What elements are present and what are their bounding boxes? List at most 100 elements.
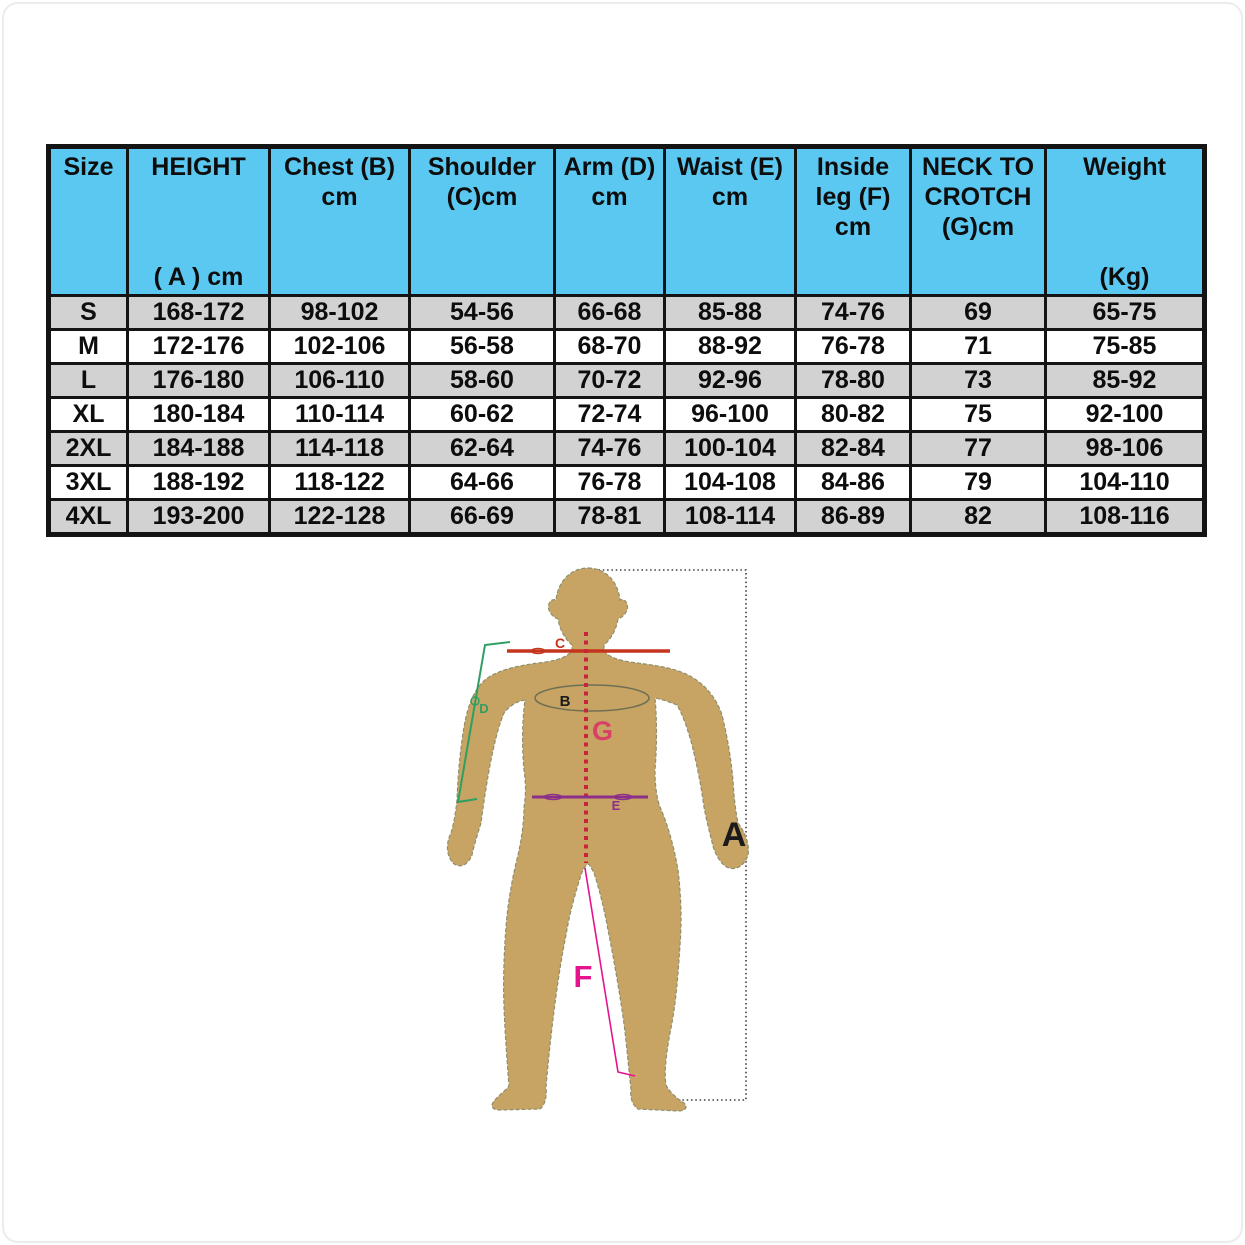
cell-arm: 76-78 [553, 464, 666, 501]
cell-height: 193-200 [126, 498, 271, 536]
size-row-L: L 176-180 106-110 58-60 70-72 92-96 78-80 73 85-… [47, 362, 1206, 399]
cell-size: M [47, 328, 129, 365]
cell-shoulder: 66-69 [408, 498, 556, 536]
col-header-top-label: HEIGHT [151, 153, 246, 181]
col-header-height: HEIGHT ( A ) cm [126, 145, 271, 297]
label-g: G [592, 716, 613, 746]
cell-chest: 122-128 [268, 498, 411, 536]
cell-inside_leg: 80-82 [794, 396, 912, 433]
cell-shoulder: 58-60 [408, 362, 556, 399]
cell-weight: 104-110 [1044, 464, 1206, 501]
cell-neck_to_crotch: 77 [909, 430, 1047, 467]
body-measurement-diagram: C D B G E F A [420, 555, 800, 1127]
col-header-chest: Chest (B) cm [268, 145, 411, 297]
cell-arm: 70-72 [553, 362, 666, 399]
cell-size: 4XL [47, 498, 129, 536]
cell-height: 172-176 [126, 328, 271, 365]
cell-arm: 72-74 [553, 396, 666, 433]
shoulder-c-marker [530, 647, 546, 655]
arm-d-line [456, 641, 511, 804]
col-header-top-label: Weight [1083, 153, 1166, 181]
cell-arm: 78-81 [553, 498, 666, 536]
cell-neck_to_crotch: 71 [909, 328, 1047, 365]
label-f: F [574, 959, 593, 994]
label-a: A [722, 816, 747, 854]
col-header-neck_to_crotch: NECK TO CROTCH (G)cm [909, 145, 1047, 297]
col-header-bottom-label: ( A ) cm [153, 263, 244, 291]
col-header-inside_leg: Inside leg (F) cm [794, 145, 912, 297]
cell-weight: 75-85 [1044, 328, 1206, 365]
waist-e-marker-left [543, 793, 563, 801]
cell-chest: 110-114 [268, 396, 411, 433]
cell-inside_leg: 74-76 [794, 294, 912, 331]
col-header-size: Size [47, 145, 129, 297]
cell-weight: 92-100 [1044, 396, 1206, 433]
cell-chest: 106-110 [268, 362, 411, 399]
chest-b-ellipse [534, 684, 650, 712]
cell-waist: 96-100 [663, 396, 797, 433]
cell-waist: 88-92 [663, 328, 797, 365]
cell-shoulder: 64-66 [408, 464, 556, 501]
cell-weight: 85-92 [1044, 362, 1206, 399]
size-row-XL: XL 180-184 110-114 60-62 72-74 96-100 80-82 75 9… [47, 396, 1206, 433]
col-header-top-label: Inside leg (F) cm [815, 153, 891, 241]
cell-waist: 85-88 [663, 294, 797, 331]
col-header-top-label: Waist (E) cm [676, 153, 784, 211]
cell-shoulder: 56-58 [408, 328, 556, 365]
col-header-arm: Arm (D) cm [553, 145, 666, 297]
cell-shoulder: 60-62 [408, 396, 556, 433]
cell-size: L [47, 362, 129, 399]
inside-leg-f-line [584, 867, 636, 1077]
col-header-top-label: Size [63, 153, 114, 181]
cell-size: S [47, 294, 129, 331]
cell-height: 180-184 [126, 396, 271, 433]
cell-chest: 102-106 [268, 328, 411, 365]
col-header-top-label: NECK TO CROTCH (G)cm [921, 153, 1035, 241]
size-row-2XL: 2XL 184-188 114-118 62-64 74-76 100-104 82-84 7… [47, 430, 1206, 467]
cell-neck_to_crotch: 69 [909, 294, 1047, 331]
cell-weight: 65-75 [1044, 294, 1206, 331]
cell-chest: 114-118 [268, 430, 411, 467]
col-header-bottom-label: (Kg) [1099, 263, 1150, 291]
cell-shoulder: 54-56 [408, 294, 556, 331]
col-header-top-label: Shoulder (C)cm [427, 153, 537, 211]
col-header-weight: Weight (Kg) [1044, 145, 1206, 297]
cell-height: 188-192 [126, 464, 271, 501]
body-silhouette [446, 567, 749, 1112]
cell-waist: 108-114 [663, 498, 797, 536]
cell-waist: 92-96 [663, 362, 797, 399]
table-header: Size HEIGHT ( A ) cm Chest (B) cm Shoulder (… [47, 145, 1206, 297]
cell-neck_to_crotch: 75 [909, 396, 1047, 433]
waist-e-marker-right [613, 793, 633, 801]
cell-size: 2XL [47, 430, 129, 467]
cell-neck_to_crotch: 82 [909, 498, 1047, 536]
size-row-S: S 168-172 98-102 54-56 66-68 85-88 74-76 69 65-7… [47, 294, 1206, 331]
cell-inside_leg: 86-89 [794, 498, 912, 536]
cell-chest: 98-102 [268, 294, 411, 331]
col-header-waist: Waist (E) cm [663, 145, 797, 297]
cell-arm: 74-76 [553, 430, 666, 467]
cell-inside_leg: 82-84 [794, 430, 912, 467]
cell-size: 3XL [47, 464, 129, 501]
cell-inside_leg: 84-86 [794, 464, 912, 501]
label-b: B [560, 693, 571, 710]
cell-size: XL [47, 396, 129, 433]
col-header-top-label: Chest (B) cm [283, 153, 396, 211]
cell-weight: 98-106 [1044, 430, 1206, 467]
cell-inside_leg: 78-80 [794, 362, 912, 399]
cell-inside_leg: 76-78 [794, 328, 912, 365]
label-e: E [612, 798, 621, 813]
col-header-shoulder: Shoulder (C)cm [408, 145, 556, 297]
cell-weight: 108-116 [1044, 498, 1206, 536]
size-row-M: M 172-176 102-106 56-58 68-70 88-92 76-78 71 75-… [47, 328, 1206, 365]
cell-arm: 66-68 [553, 294, 666, 331]
cell-neck_to_crotch: 73 [909, 362, 1047, 399]
cell-shoulder: 62-64 [408, 430, 556, 467]
cell-neck_to_crotch: 79 [909, 464, 1047, 501]
size-row-4XL: 4XL 193-200 122-128 66-69 78-81 108-114 86-89 8… [47, 498, 1206, 536]
label-d: D [479, 701, 488, 716]
cell-waist: 104-108 [663, 464, 797, 501]
cell-height: 168-172 [126, 294, 271, 331]
size-row-3XL: 3XL 188-192 118-122 64-66 76-78 104-108 84-86 7… [47, 464, 1206, 501]
